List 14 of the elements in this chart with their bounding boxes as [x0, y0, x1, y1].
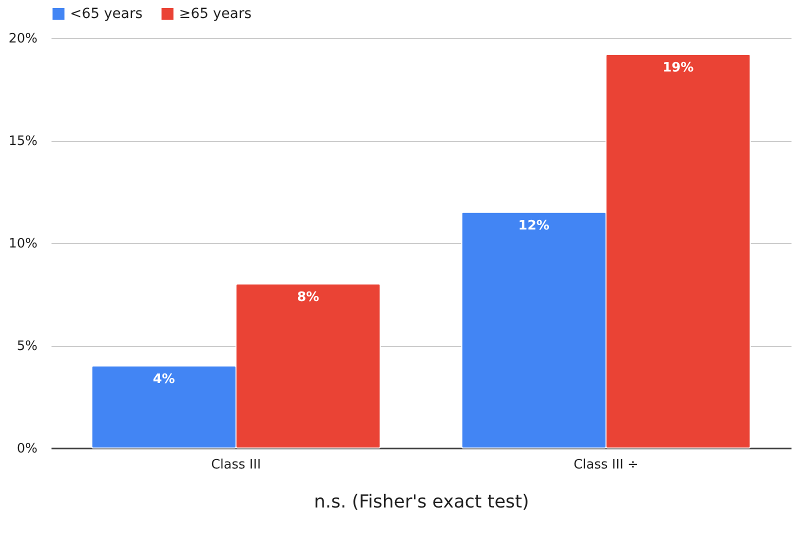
data-label: 12%	[518, 218, 550, 234]
x-tick-label: Class III ÷	[574, 458, 638, 472]
y-tick-label: 10%	[8, 236, 38, 252]
x-tick-label: Class III	[211, 458, 261, 472]
data-label: 4%	[152, 372, 175, 387]
legend-label: <65 years	[70, 6, 143, 22]
y-tick-label: 15%	[8, 134, 38, 149]
data-label: 8%	[297, 290, 320, 305]
y-tick-label: 20%	[8, 32, 38, 46]
y-tick-label: 5%	[16, 339, 38, 354]
data-label: 19%	[662, 60, 694, 76]
y-tick-label: 0%	[16, 442, 38, 456]
legend-label: ≥65 years	[179, 6, 252, 22]
x-axis-title: n.s. (Fisher's exact test)	[314, 492, 530, 512]
